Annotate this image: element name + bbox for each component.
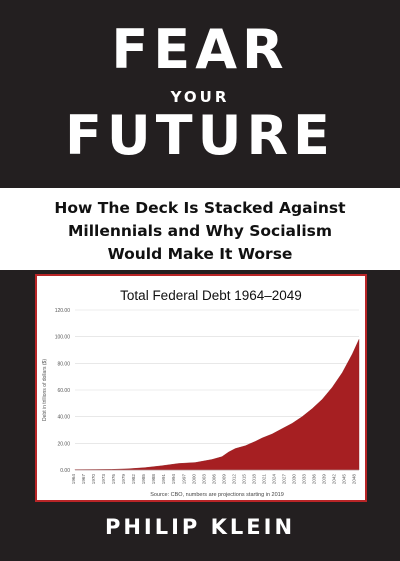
x-tick-label: 2030 [292, 474, 297, 485]
author-name: PHILIP KLEIN [104, 515, 296, 539]
x-tick-label: 2009 [221, 474, 226, 485]
x-tick-label: 1973 [101, 474, 106, 485]
x-tick-label: 2045 [342, 474, 347, 485]
chart-source: Source: CBO, numbers are projections sta… [150, 492, 284, 498]
x-tick-label: 2024 [271, 474, 276, 485]
debt-chart: Total Federal Debt 1964–2049 0.00 20.00 40.… [35, 274, 367, 502]
y-axis-label: Debt in trillions of dollars ($) [42, 359, 48, 421]
title-band: FEAR YOUR FUTURE [0, 0, 400, 188]
x-tick-label: 2012 [231, 474, 236, 485]
x-tick-label: 1994 [171, 474, 176, 485]
y-tick-label: 40.00 [57, 415, 70, 421]
x-tick-label: 1985 [141, 474, 146, 485]
x-tick-label: 1982 [131, 474, 136, 485]
x-tick-label: 2036 [312, 474, 317, 485]
y-tick-label: 60.00 [57, 388, 70, 394]
x-tick-label: 2000 [191, 474, 196, 485]
x-tick-label: 1964 [71, 474, 76, 485]
subtitle-line-1: How The Deck Is Stacked Against [54, 199, 346, 217]
subtitle-line-3: Would Make It Worse [107, 245, 293, 263]
y-tick-label: 0.00 [60, 468, 70, 474]
x-tick-label: 1988 [151, 474, 156, 485]
x-tick-label: 1997 [181, 474, 186, 485]
x-tick-label: 1967 [81, 474, 86, 485]
x-tick-label: 2039 [322, 474, 327, 485]
y-tick-label: 20.00 [57, 441, 70, 447]
debt-area [74, 339, 360, 471]
x-tick-label: 2021 [261, 474, 266, 485]
x-tick-label: 2003 [201, 474, 206, 485]
x-tick-label: 2018 [251, 474, 256, 485]
x-tick-label: 2006 [211, 474, 216, 485]
y-tick-label: 120.00 [55, 308, 71, 314]
x-tick-label: 2033 [302, 474, 307, 485]
x-tick-label: 2048 [352, 474, 357, 485]
x-tick-label: 1976 [111, 474, 116, 485]
y-tick-label: 80.00 [57, 361, 70, 367]
x-tick-label: 1991 [161, 474, 166, 485]
subtitle-line-2: Millennials and Why Socialism [67, 222, 333, 240]
subtitle-band: How The Deck Is Stacked Against Millenni… [0, 188, 400, 270]
title-fear: FEAR [111, 18, 289, 81]
x-tick-label: 1970 [91, 474, 96, 485]
chart-svg: Total Federal Debt 1964–2049 0.00 20.00 40.… [42, 288, 360, 498]
chart-title: Total Federal Debt 1964–2049 [120, 288, 302, 303]
x-tick-label: 2015 [241, 474, 246, 485]
x-tick-label: 1979 [121, 474, 126, 485]
y-tick-label: 100.00 [55, 335, 71, 341]
x-tick-label: 2042 [332, 474, 337, 485]
title-your: YOUR [170, 88, 230, 106]
x-tick-label: 2027 [281, 474, 286, 485]
title-future: FUTURE [65, 104, 335, 167]
